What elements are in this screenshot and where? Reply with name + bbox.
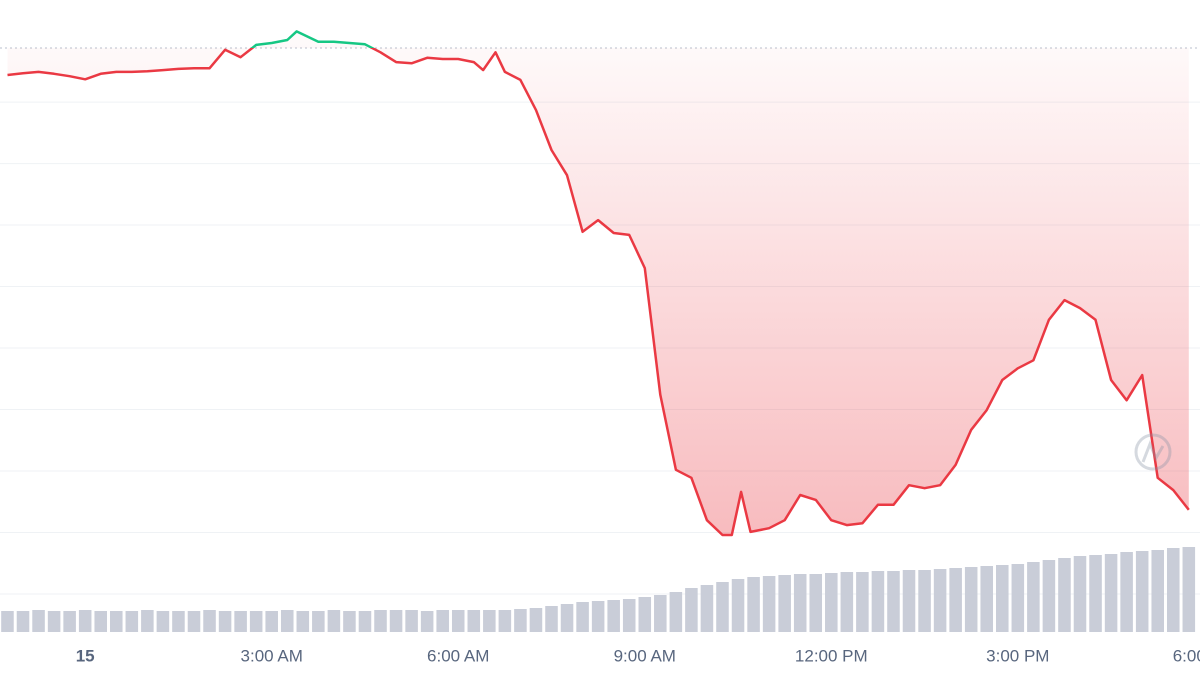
volume-bar (374, 610, 387, 632)
volume-bar (747, 577, 760, 632)
volume-bar (638, 597, 652, 632)
volume-bar (218, 611, 232, 632)
volume-bar (358, 611, 372, 632)
volume-bar (980, 566, 994, 632)
volume-bar (1182, 547, 1196, 632)
volume-bar (902, 570, 916, 632)
volume-bar (933, 569, 947, 632)
volume-bar (78, 610, 92, 632)
volume-bar (964, 567, 978, 632)
volume-bar (1027, 562, 1040, 632)
volume-bar (109, 611, 123, 632)
x-tick-label: 6:00 PM (1173, 646, 1200, 665)
volume-bar (234, 611, 247, 632)
volume-bar (762, 576, 776, 632)
volume-bar (63, 611, 76, 632)
volume-bar (809, 574, 823, 632)
x-tick-label: 12:00 PM (795, 646, 868, 665)
volume-bar (560, 604, 574, 632)
volume-bar (327, 610, 341, 632)
volume-bar (607, 600, 620, 632)
volume-bar (125, 611, 139, 632)
volume-bar (793, 574, 807, 632)
volume-bar (700, 585, 714, 632)
volume-bar (1089, 555, 1102, 632)
watermark (1134, 433, 1172, 471)
volume-bar (436, 610, 449, 632)
volume-bar (141, 610, 154, 632)
x-tick-label: 3:00 AM (241, 646, 303, 665)
volume-bar (1011, 564, 1025, 632)
volume-bar (1058, 558, 1071, 632)
x-tick-label: 9:00 AM (614, 646, 676, 665)
volume-bar (887, 571, 900, 632)
volume-bar (172, 611, 185, 632)
volume-bar (451, 610, 465, 632)
volume-bar (778, 575, 791, 632)
volume-bar (514, 609, 527, 632)
volume-bar (1042, 560, 1056, 632)
volume-bar (16, 611, 30, 632)
volume-bar (296, 611, 310, 632)
volume-bar (1104, 554, 1118, 632)
volume-bar (1, 611, 14, 632)
volume-bar (1073, 556, 1087, 632)
volume-bar (825, 573, 838, 632)
price-line (7, 30, 1190, 537)
volume-bar (918, 570, 931, 632)
volume-bar (949, 568, 962, 632)
volume-bar (265, 611, 278, 632)
volume-bar (591, 601, 605, 632)
volume-bar (187, 611, 201, 632)
volume-bar (685, 588, 698, 632)
volume-bar (654, 595, 667, 632)
volume-bar (483, 610, 496, 632)
volume-bar (576, 602, 589, 632)
x-tick-label: 15 (76, 646, 95, 665)
volume-bar (203, 610, 216, 632)
volume-bar (1135, 551, 1149, 632)
volume-bar (840, 572, 854, 632)
volume-bar (856, 572, 869, 632)
volume-bar (1151, 550, 1164, 632)
volume-bar (1166, 548, 1180, 632)
volume-bar (545, 606, 558, 632)
volume-bar (871, 571, 885, 632)
volume-bar (156, 611, 170, 632)
volume-bar (47, 611, 61, 632)
volume-bar (529, 608, 543, 632)
x-tick-label: 3:00 PM (986, 646, 1049, 665)
volume-bar (1120, 552, 1133, 632)
volume-bar (498, 610, 512, 632)
volume-bar (32, 610, 45, 632)
volume-bar (389, 610, 403, 632)
volume-bar (731, 579, 745, 632)
volume-bar (467, 610, 481, 632)
volume-bar (669, 592, 683, 632)
volume-bar (249, 611, 263, 632)
volume-bar (420, 611, 434, 632)
volume-bar (312, 611, 325, 632)
volume-bar (405, 610, 418, 632)
x-tick-label: 6:00 AM (427, 646, 489, 665)
volume-bar (996, 565, 1009, 632)
volume-bar (94, 611, 107, 632)
volume-bar (343, 611, 356, 632)
volume-bar (280, 610, 294, 632)
volume-bar (622, 599, 636, 632)
area-fill (7, 31, 1189, 536)
volume-bar (716, 582, 729, 632)
